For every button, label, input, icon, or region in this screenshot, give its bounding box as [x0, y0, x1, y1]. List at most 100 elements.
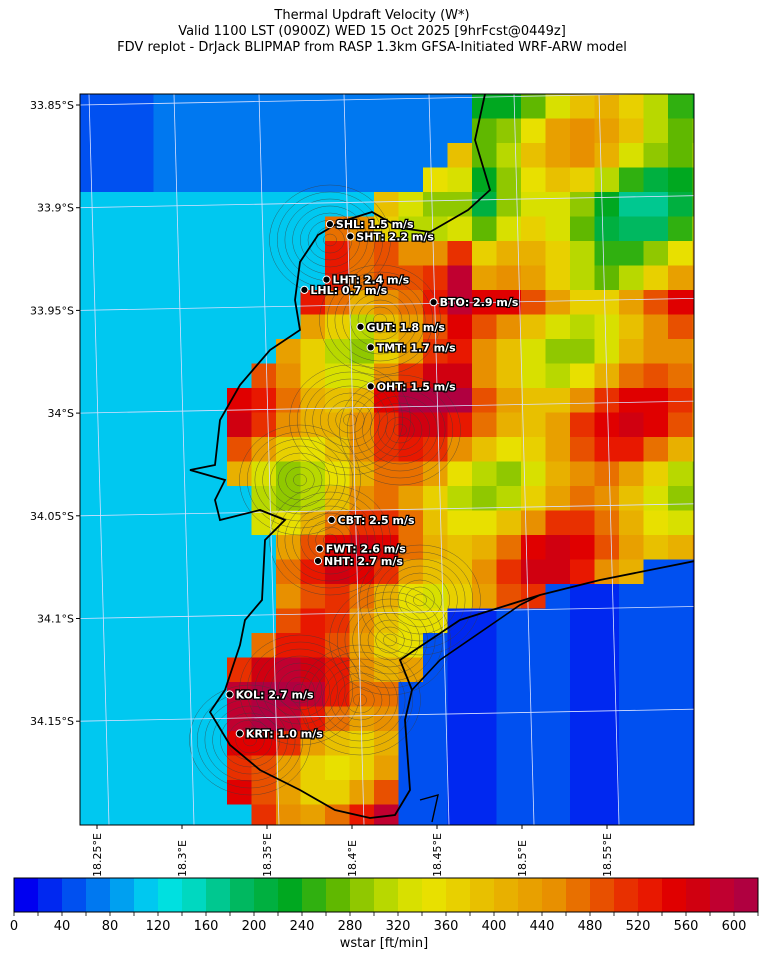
- grid-cell: [227, 535, 253, 561]
- grid-cell: [447, 339, 473, 365]
- grid-cell: [251, 241, 277, 267]
- grid-cell: [153, 657, 179, 683]
- grid-cell: [300, 339, 326, 365]
- grid-cell: [398, 339, 424, 365]
- grid-cell: [447, 241, 473, 267]
- grid-cell: [668, 804, 694, 825]
- grid-cell: [619, 461, 645, 487]
- grid-cell: [692, 290, 694, 316]
- grid-cell: [447, 461, 473, 487]
- grid-cell: [545, 290, 571, 316]
- station-marker-lht[interactable]: [322, 275, 331, 284]
- grid-cell: [594, 314, 620, 340]
- grid-cell: [80, 167, 106, 193]
- grid-cell: [472, 633, 498, 659]
- grid-cell: [447, 167, 473, 193]
- grid-cell: [178, 192, 204, 218]
- plot-frame: [79, 93, 695, 826]
- grid-cell: [570, 486, 596, 512]
- grid-cell: [521, 559, 547, 585]
- grid-cell: [643, 388, 669, 414]
- station-marker-gut[interactable]: [356, 322, 365, 331]
- grid-cell: [570, 706, 596, 732]
- grid-cell: [447, 437, 473, 463]
- grid-cell: [472, 192, 498, 218]
- grid-cell: [398, 461, 424, 487]
- station-marker-cbt[interactable]: [327, 515, 336, 525]
- grid-cell: [692, 143, 694, 169]
- station-marker-kol[interactable]: [225, 690, 234, 699]
- grid-cell: [227, 118, 253, 144]
- coastline-path: [411, 594, 541, 691]
- grid-cell: [80, 486, 106, 512]
- grid-cell: [594, 192, 620, 218]
- coastline-path: [189, 94, 694, 819]
- station-label-gut: GUT: 1.8 m/s: [367, 321, 446, 334]
- grid-cell: [570, 584, 596, 610]
- colorbar-swatch: [542, 878, 567, 912]
- grid-cell: [227, 241, 253, 267]
- contour-line: [276, 191, 384, 289]
- contour-line: [323, 533, 337, 547]
- grid-cell: [374, 388, 400, 414]
- station-marker-tmt[interactable]: [366, 343, 375, 352]
- grid-cell: [472, 584, 498, 610]
- grid-cell: [545, 363, 571, 389]
- station-marker-lhl[interactable]: [300, 285, 309, 294]
- grid-cell: [668, 608, 694, 634]
- grid-cell: [668, 314, 694, 340]
- colorbar-swatch: [662, 878, 687, 912]
- grid-cell: [668, 412, 694, 438]
- parallel-line: [80, 298, 694, 311]
- grid-cell: [202, 682, 228, 708]
- grid-cell: [129, 486, 155, 512]
- grid-cell: [643, 363, 669, 389]
- grid-cell: [251, 290, 277, 316]
- grid-cell: [153, 192, 179, 218]
- grid-cell: [178, 314, 204, 340]
- grid-cell: [129, 412, 155, 438]
- grid-cell: [619, 363, 645, 389]
- station-marker-fwt[interactable]: [315, 544, 324, 553]
- grid-cell: [202, 584, 228, 610]
- grid-cell: [692, 363, 694, 389]
- grid-cell: [643, 167, 669, 193]
- grid-cell: [594, 780, 620, 806]
- grid-cell: [374, 780, 400, 806]
- grid-cell: [104, 265, 130, 291]
- colorbar-frame: [13, 877, 759, 913]
- grid-cell: [129, 143, 155, 169]
- grid-cell: [129, 265, 155, 291]
- colorbar-tick-label: 520: [626, 919, 651, 934]
- grid-cell: [447, 682, 473, 708]
- grid-cell: [643, 706, 669, 732]
- grid-cell: [202, 314, 228, 340]
- grid-cell: [521, 437, 547, 463]
- contour-line: [353, 693, 367, 707]
- grid-cell: [80, 780, 106, 806]
- station-marker-sht[interactable]: [346, 232, 355, 241]
- grid-cell: [545, 388, 571, 414]
- grid-cell: [276, 192, 302, 218]
- station-marker-bto[interactable]: [429, 298, 438, 307]
- lon-tick-label: 18.4°E: [346, 840, 359, 877]
- station-marker-nht[interactable]: [313, 556, 323, 566]
- station-marker-krt[interactable]: [235, 729, 244, 738]
- grid-cell: [104, 167, 130, 193]
- grid-cell: [594, 657, 620, 683]
- grid-cell: [619, 94, 645, 120]
- contour-line: [254, 438, 346, 522]
- grid-cell: [349, 486, 375, 512]
- station-marker-oht[interactable]: [366, 382, 375, 391]
- grid-cell: [619, 755, 645, 781]
- grid-cell: [325, 486, 351, 512]
- grid-cell: [472, 339, 498, 365]
- contour-line: [189, 684, 311, 796]
- station-marker-shl[interactable]: [325, 220, 334, 229]
- longitude-axis: 18.25°E 18.3°E 18.35°E 18.4°E 18.45°E 18.5°E 1…: [91, 825, 614, 877]
- grid-cell: [374, 192, 400, 218]
- colorbar-swatch: [422, 878, 447, 912]
- grid-cell: [251, 804, 277, 825]
- grid-cell: [692, 216, 694, 242]
- grid-cell: [251, 437, 277, 463]
